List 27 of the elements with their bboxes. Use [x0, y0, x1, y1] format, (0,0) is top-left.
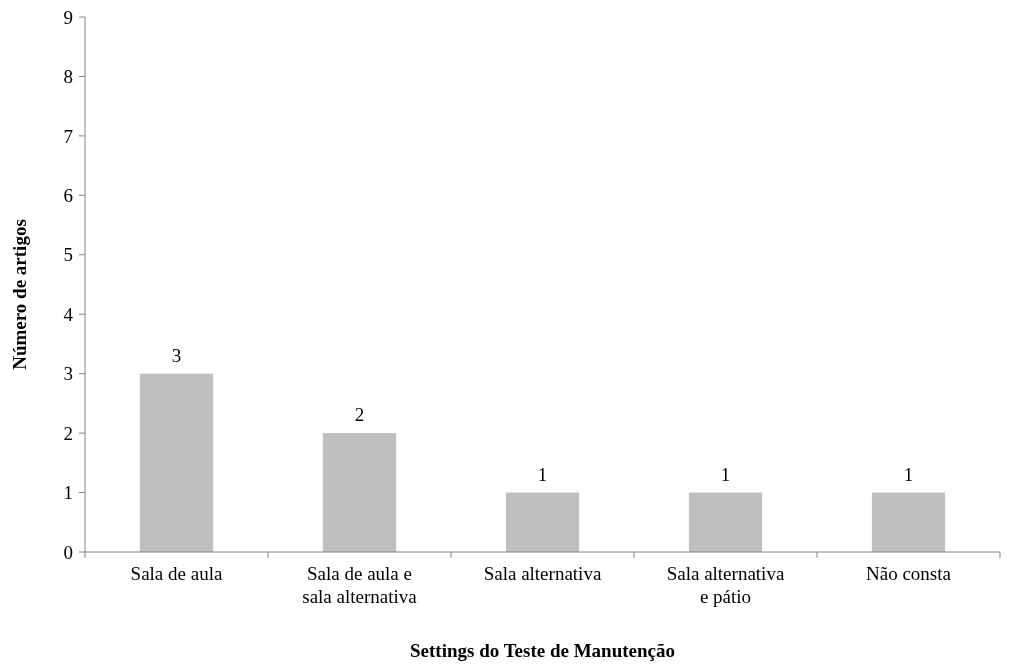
y-tick-label: 3: [63, 363, 73, 385]
y-tick-label: 5: [63, 244, 73, 266]
y-tick-label: 7: [63, 125, 73, 147]
y-tick-label: 1: [63, 482, 73, 504]
data-label: 3: [171, 344, 182, 366]
bar: [871, 492, 946, 552]
bar: [505, 492, 580, 552]
bar: [688, 492, 763, 552]
x-tick-label: Não consta: [866, 563, 952, 584]
data-label: 1: [720, 463, 731, 485]
y-axis-title: Número de artigos: [9, 219, 30, 370]
bar: [139, 373, 214, 552]
data-label: 2: [354, 404, 365, 426]
x-tick-label: Sala de aula: [130, 563, 223, 584]
data-label: 1: [903, 463, 914, 485]
y-tick-label: 9: [63, 6, 73, 28]
x-tick-label: Sala alternativa: [483, 563, 602, 584]
y-tick-label: 8: [63, 66, 73, 88]
y-tick-label: 6: [63, 184, 73, 206]
x-tick-label: Sala alternativa e pátio: [666, 563, 785, 607]
y-tick-label: 0: [63, 541, 73, 563]
data-label: 1: [537, 463, 548, 485]
bar: [322, 433, 397, 552]
y-tick-label: 2: [63, 422, 73, 444]
x-tick-label: Sala de aula e sala alternativa: [302, 563, 418, 607]
x-axis-title: Settings do Teste de Manutenção: [410, 640, 675, 661]
y-tick-label: 4: [63, 303, 74, 325]
